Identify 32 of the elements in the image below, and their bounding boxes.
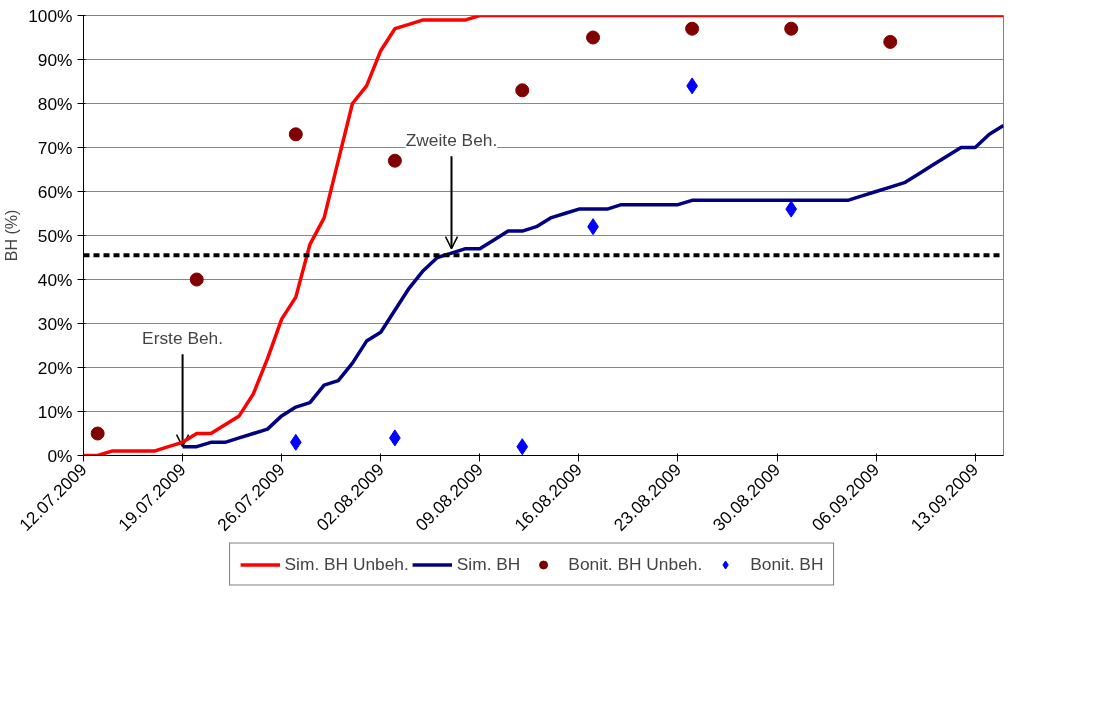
line-series (83, 15, 1004, 456)
y-tick-label: 10% (37, 401, 73, 422)
point (289, 433, 302, 451)
y-tick-label: 60% (37, 181, 73, 202)
legend-label: Bonit. BH (750, 553, 824, 575)
y-tick-label: 30% (37, 313, 73, 334)
legend-label: Bonit. BH Unbeh. (568, 553, 703, 575)
annotation: Zweite Beh. (405, 129, 498, 150)
point (189, 272, 204, 287)
point (685, 21, 700, 36)
point (883, 34, 898, 49)
y-tick-label: 80% (37, 93, 73, 114)
y-tick-label: 40% (37, 269, 73, 290)
legend-label: Sim. BH Unbeh. (284, 553, 409, 575)
point (90, 426, 105, 441)
y-tick-label: 90% (37, 49, 73, 70)
point (387, 153, 402, 168)
y-axis-title: BH (%) (3, 209, 21, 262)
point (288, 127, 303, 142)
point (516, 438, 529, 456)
y-tick-label: 50% (37, 225, 73, 246)
line-series (180, 123, 1004, 449)
y-tick-label: 0% (47, 445, 73, 466)
point (784, 21, 799, 36)
y-tick-label: 70% (37, 137, 73, 158)
legend-label: Sim. BH (456, 553, 521, 575)
y-tick-label: 20% (37, 357, 73, 378)
point (586, 30, 601, 45)
point (785, 200, 798, 218)
y-tick-label: 100% (28, 5, 73, 26)
annotation: Erste Beh. (142, 327, 224, 348)
point (515, 83, 530, 98)
